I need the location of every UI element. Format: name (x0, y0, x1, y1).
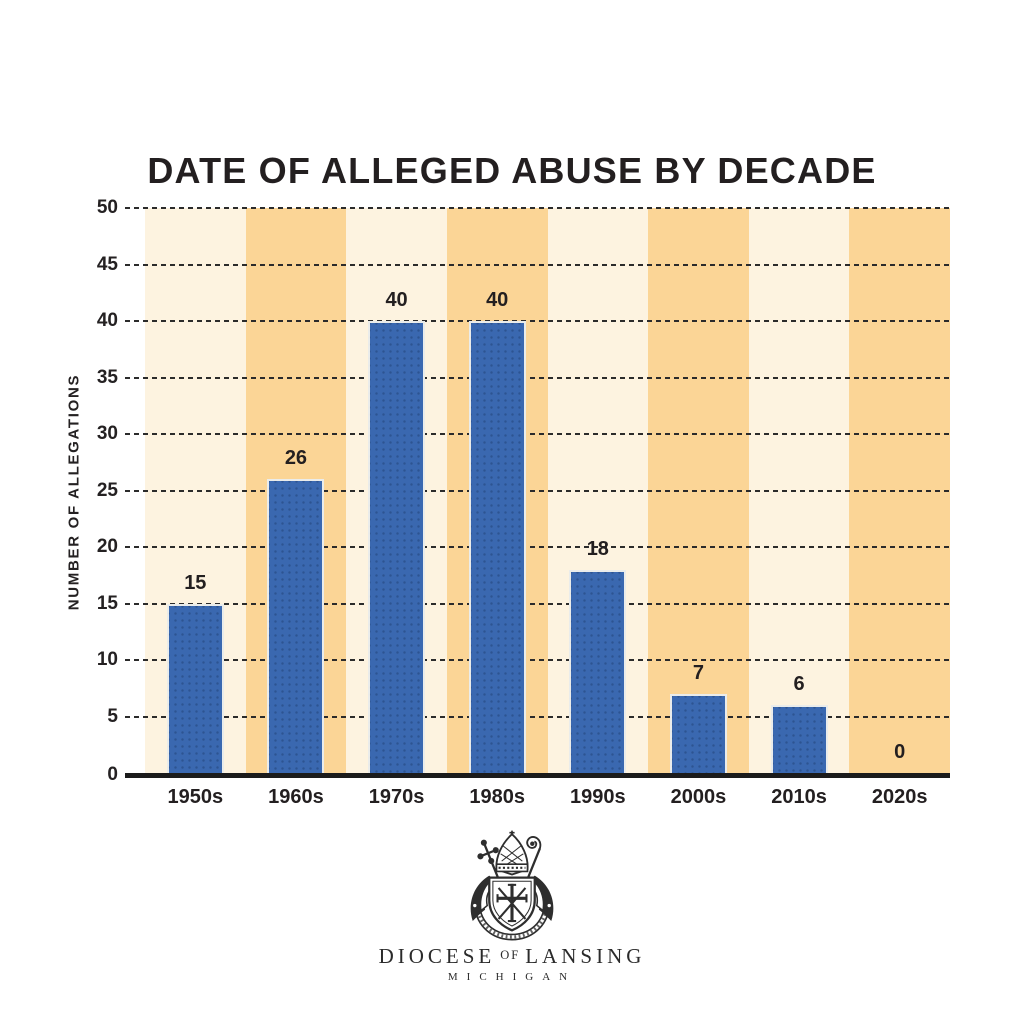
gridline-20 (125, 546, 950, 548)
bar-1980s (468, 321, 526, 775)
motto-ribbon (471, 902, 553, 941)
logo-word-diocese: DIOCESE (378, 944, 496, 968)
bar-2000s (669, 693, 727, 775)
y-tick-15: 15 (96, 592, 118, 614)
x-tick-1970s: 1970s (368, 786, 425, 808)
gridline-30 (125, 433, 950, 435)
gridline-15 (125, 602, 950, 605)
bar-value-2010s: 6 (793, 673, 805, 696)
y-tick-5: 5 (107, 705, 118, 727)
x-tick-1950s: 1950s (167, 786, 224, 808)
x-axis-line (125, 773, 950, 778)
y-tick-35: 35 (96, 366, 118, 388)
bar-value-1970s: 40 (385, 289, 408, 311)
x-tick-1980s: 1980s (469, 786, 525, 808)
diocese-crest-icon (470, 830, 554, 941)
bar-1970s (368, 321, 426, 775)
gridline-40 (125, 320, 950, 322)
x-tick-1990s: 1990s (570, 786, 626, 808)
bar-2010s (770, 705, 828, 775)
y-tick-25: 25 (96, 479, 118, 501)
logo-word-lansing: LANSING (525, 944, 646, 968)
bar-value-1990s: 18 (586, 537, 609, 560)
y-tick-40: 40 (96, 310, 118, 331)
bar-1960s (267, 479, 325, 775)
bar-value-1950s: 15 (184, 571, 207, 594)
gridline-35 (125, 376, 950, 379)
logo-word-michigan: MICHIGAN (447, 971, 577, 983)
bar-value-1960s: 26 (284, 447, 308, 470)
gridline-5 (125, 715, 950, 718)
bar-1990s (569, 569, 627, 775)
bar-1950s (166, 603, 224, 775)
logo-wordmark: DIOCESE OF LANSING (0, 944, 1024, 969)
x-tick-1960s: 1960s (268, 786, 324, 808)
gridline-45 (125, 263, 950, 266)
y-tick-50: 50 (96, 197, 118, 218)
gridline-25 (125, 489, 950, 492)
mitre-icon (495, 830, 529, 876)
gridline-10 (125, 659, 950, 661)
x-tick-2020s: 2020s (871, 786, 928, 808)
y-tick-45: 45 (96, 253, 118, 275)
logo-word-of: OF (500, 948, 521, 962)
y-tick-30: 30 (96, 423, 118, 444)
chart-title: DATE OF ALLEGED ABUSE BY DECADE (147, 150, 877, 192)
bar-value-2020s: 0 (894, 741, 906, 763)
x-tick-2010s: 2010s (771, 786, 827, 808)
y-tick-20: 20 (96, 536, 118, 557)
x-tick-2000s: 2000s (670, 786, 727, 808)
gridline-50 (125, 207, 950, 209)
shield-icon (488, 876, 536, 932)
bar-value-2000s: 7 (692, 661, 704, 684)
y-tick-10: 10 (96, 649, 118, 670)
y-tick-0: 0 (107, 764, 118, 785)
bar-value-1980s: 40 (486, 289, 509, 311)
